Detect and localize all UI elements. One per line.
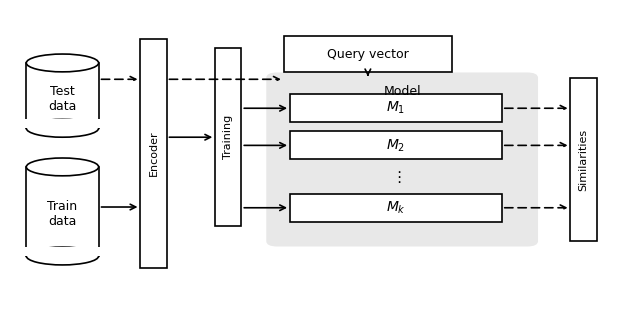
Bar (215, 48, 241, 226)
Text: Training: Training (223, 115, 233, 159)
Polygon shape (25, 119, 100, 128)
Ellipse shape (26, 54, 99, 72)
Text: Encoder: Encoder (148, 131, 158, 176)
Text: Test
data: Test data (48, 85, 77, 112)
Bar (290, 194, 502, 222)
Text: $M_2$: $M_2$ (386, 137, 406, 154)
Ellipse shape (26, 247, 99, 265)
Text: $\vdots$: $\vdots$ (391, 169, 401, 185)
Text: $M_1$: $M_1$ (386, 100, 406, 116)
Bar (284, 36, 452, 72)
Bar (570, 78, 597, 241)
Text: Model: Model (384, 85, 421, 98)
Polygon shape (26, 167, 99, 256)
Text: Similarities: Similarities (579, 128, 588, 191)
Polygon shape (25, 246, 100, 256)
Bar (290, 94, 502, 122)
Bar (290, 131, 502, 160)
Text: $M_k$: $M_k$ (386, 200, 406, 216)
Polygon shape (26, 63, 99, 128)
Ellipse shape (26, 119, 99, 137)
Ellipse shape (26, 158, 99, 176)
Text: Query vector: Query vector (327, 47, 409, 61)
FancyBboxPatch shape (266, 72, 538, 246)
Bar (141, 39, 167, 268)
Text: Train
data: Train data (48, 200, 78, 228)
